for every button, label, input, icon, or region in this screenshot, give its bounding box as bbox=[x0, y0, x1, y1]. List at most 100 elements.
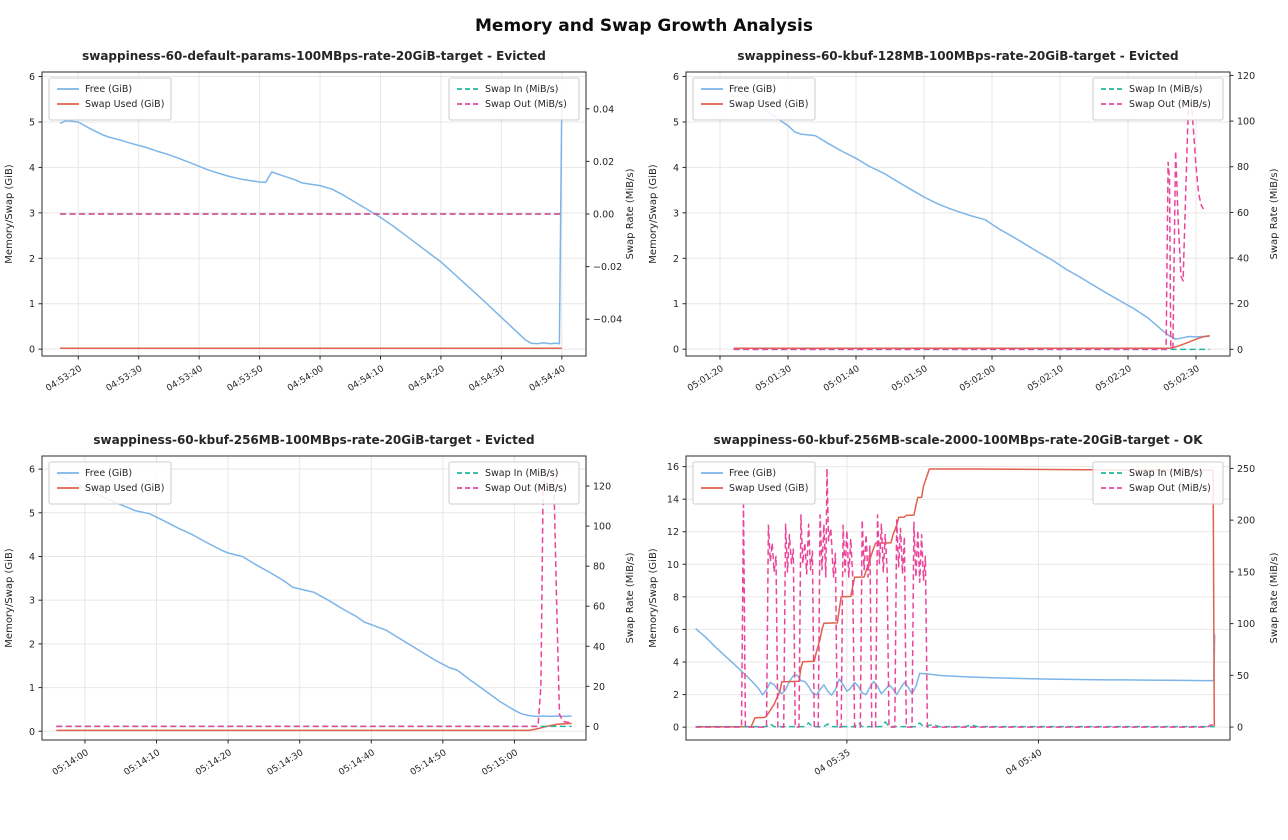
free-line bbox=[733, 87, 1210, 340]
legend-box bbox=[692, 77, 816, 121]
x-tick-label: 04:54:10 bbox=[346, 364, 386, 394]
legend-label-swap-used: Swap Used (GiB) bbox=[85, 483, 164, 494]
legend-box bbox=[48, 461, 172, 505]
plot-border bbox=[685, 71, 1231, 357]
y-tick-label-right: 80 bbox=[593, 562, 605, 573]
y-tick-label-right: 40 bbox=[593, 642, 605, 653]
y-tick-label-left: 2 bbox=[29, 639, 35, 650]
y-tick-label-left: 1 bbox=[673, 299, 679, 310]
y-tick-label-right: 120 bbox=[1237, 71, 1255, 82]
y-tick-label-right: 120 bbox=[593, 482, 611, 493]
charts-grid: 0 1 2 3 4 5 6 −0.04 −0.02 0.00 0.02 0.04 04:53:20 04:… bbox=[0, 40, 1288, 802]
y-axis-label-right: Swap Rate (MiB/s) bbox=[625, 168, 636, 259]
x-tick-label: 04 05:40 bbox=[1005, 748, 1045, 778]
x-tick-label: 05:14:50 bbox=[409, 748, 449, 778]
figure-title: Memory and Swap Growth Analysis bbox=[475, 16, 813, 36]
chart-canvas-default-params: 0 1 2 3 4 5 6 −0.04 −0.02 0.00 0.02 0.04 04:53:20 04:… bbox=[4, 49, 636, 394]
free-line bbox=[695, 628, 1216, 696]
y-tick-label-right: 100 bbox=[593, 522, 611, 533]
y-tick-label-left: 3 bbox=[673, 208, 679, 219]
legend-box bbox=[1092, 461, 1224, 505]
x-tick-label: 05:02:10 bbox=[1026, 364, 1066, 394]
y-tick-label-right: 150 bbox=[1237, 567, 1255, 578]
y-tick-label-left: 6 bbox=[29, 72, 35, 83]
x-tick-label: 04:54:40 bbox=[528, 364, 568, 394]
legend-label-free: Free (GiB) bbox=[85, 84, 132, 95]
legend-label-swap-used: Swap Used (GiB) bbox=[729, 99, 808, 110]
y-axis-label-right: Swap Rate (MiB/s) bbox=[1269, 552, 1280, 643]
y-tick-label-left: 4 bbox=[673, 163, 679, 174]
x-tick-label: 04:54:20 bbox=[407, 364, 447, 394]
x-tick-label: 05:01:50 bbox=[890, 364, 930, 394]
y-tick-label-right: 100 bbox=[1237, 619, 1255, 630]
y-tick-label-right: −0.02 bbox=[593, 262, 622, 273]
free-line bbox=[55, 472, 572, 718]
y-tick-label-right: 0.02 bbox=[593, 157, 614, 168]
legend-label-swap-out: Swap Out (MiB/s) bbox=[485, 483, 567, 494]
x-tick-label: 05:01:40 bbox=[822, 364, 862, 394]
x-tick-label: 05:14:30 bbox=[266, 748, 306, 778]
y-tick-label-left: 6 bbox=[673, 625, 679, 636]
swap-out-line bbox=[695, 467, 1215, 728]
figure: Memory and Swap Growth Analysis 0 1 2 3 4 5 6 −… bbox=[0, 16, 1288, 802]
x-tick-label: 04:54:30 bbox=[467, 364, 507, 394]
y-tick-label-right: 40 bbox=[1237, 254, 1249, 265]
y-tick-label-right: 60 bbox=[593, 602, 605, 613]
y-tick-label-right: 80 bbox=[1237, 162, 1249, 173]
chart-kbuf-256MB: 0 1 2 3 4 5 6 0 20 40 60 80 100 120 05:14:00 05:14:10 05… bbox=[0, 424, 644, 802]
y-tick-label-left: 0 bbox=[29, 727, 35, 738]
legend-box bbox=[48, 77, 172, 121]
y-tick-label-left: 16 bbox=[667, 462, 679, 473]
chart-kbuf-256MB-scale-2000: 0 2 4 6 8 10 12 14 16 0 50 100 150 200 250 04 05:35 04 0… bbox=[644, 424, 1288, 802]
legend-label-swap-in: Swap In (MiB/s) bbox=[1129, 84, 1202, 95]
legend-label-swap-used: Swap Used (GiB) bbox=[85, 99, 164, 110]
x-tick-label: 05:01:20 bbox=[686, 364, 726, 394]
x-tick-label: 04:53:20 bbox=[44, 364, 84, 394]
y-tick-label-left: 2 bbox=[673, 254, 679, 265]
y-tick-label-right: 200 bbox=[1237, 516, 1255, 527]
chart-canvas-kbuf-256MB-scale-2000: 0 2 4 6 8 10 12 14 16 0 50 100 150 200 250 04 05:35 04 0… bbox=[648, 433, 1280, 778]
y-tick-label-left: 1 bbox=[29, 683, 35, 694]
legend-label-free: Free (GiB) bbox=[729, 84, 776, 95]
legend-swap-rate: Swap In (MiB/s) Swap Out (MiB/s) bbox=[448, 461, 580, 505]
legend-label-swap-in: Swap In (MiB/s) bbox=[485, 468, 558, 479]
y-axis-label-left: Memory/Swap (GiB) bbox=[648, 548, 659, 648]
x-tick-label: 05:15:00 bbox=[480, 748, 520, 778]
legend-memory: Free (GiB) Swap Used (GiB) bbox=[692, 461, 816, 505]
plot-border bbox=[41, 455, 587, 741]
chart-title: swappiness-60-kbuf-256MB-scale-2000-100M… bbox=[714, 433, 1204, 447]
y-tick-label-left: 5 bbox=[673, 117, 679, 128]
y-axis-label-left: Memory/Swap (GiB) bbox=[4, 164, 15, 264]
y-tick-label-left: 14 bbox=[667, 495, 679, 506]
chart-kbuf-128MB: 0 1 2 3 4 5 6 0 20 40 60 80 100 120 05:01:20 05:01:30 05… bbox=[644, 40, 1288, 418]
legend-box bbox=[448, 461, 580, 505]
chart-default-params: 0 1 2 3 4 5 6 −0.04 −0.02 0.00 0.02 0.04 04:53:20 04:… bbox=[0, 40, 644, 418]
x-tick-label: 05:01:30 bbox=[754, 364, 794, 394]
y-tick-label-right: 0.00 bbox=[593, 210, 614, 221]
legend-label-free: Free (GiB) bbox=[85, 468, 132, 479]
legend-label-swap-in: Swap In (MiB/s) bbox=[485, 84, 558, 95]
chart-title: swappiness-60-default-params-100MBps-rat… bbox=[82, 49, 546, 63]
x-tick-label: 05:14:40 bbox=[337, 748, 377, 778]
x-tick-label: 04:53:40 bbox=[165, 364, 205, 394]
x-tick-label: 05:14:20 bbox=[194, 748, 234, 778]
y-tick-label-left: 1 bbox=[29, 299, 35, 310]
x-tick-label: 05:14:00 bbox=[51, 748, 91, 778]
legend-label-swap-out: Swap Out (MiB/s) bbox=[1129, 99, 1211, 110]
legend-swap-rate: Swap In (MiB/s) Swap Out (MiB/s) bbox=[1092, 461, 1224, 505]
x-tick-label: 05:02:20 bbox=[1094, 364, 1134, 394]
y-tick-label-right: 60 bbox=[1237, 208, 1249, 219]
y-tick-label-left: 8 bbox=[673, 592, 679, 603]
legend-swap-rate: Swap In (MiB/s) Swap Out (MiB/s) bbox=[448, 77, 580, 121]
legend-label-swap-in: Swap In (MiB/s) bbox=[1129, 468, 1202, 479]
y-tick-label-right: 20 bbox=[593, 682, 605, 693]
y-tick-label-left: 3 bbox=[29, 596, 35, 607]
y-axis-label-right: Swap Rate (MiB/s) bbox=[625, 552, 636, 643]
x-tick-label: 05:14:10 bbox=[123, 748, 163, 778]
legend-memory: Free (GiB) Swap Used (GiB) bbox=[48, 77, 172, 121]
x-tick-label: 04 05:35 bbox=[813, 748, 852, 778]
y-tick-label-left: 5 bbox=[29, 508, 35, 519]
swap-out-line bbox=[733, 92, 1205, 351]
y-tick-label-right: 50 bbox=[1237, 671, 1249, 682]
